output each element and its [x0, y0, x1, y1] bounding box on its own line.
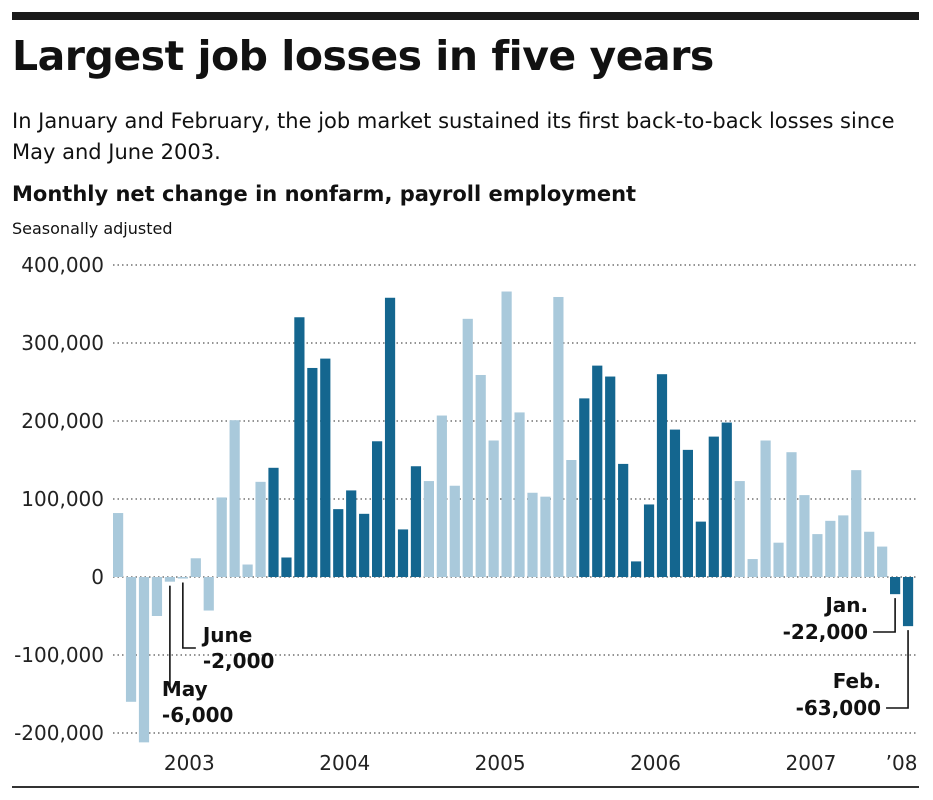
bar — [488, 440, 499, 577]
bar — [643, 504, 655, 577]
y-tick-label: 300,000 — [21, 331, 104, 355]
bar — [475, 374, 486, 577]
bar — [747, 559, 758, 577]
bar — [618, 463, 629, 577]
bar — [462, 318, 473, 577]
y-tick-label: 100,000 — [21, 487, 104, 511]
x-axis: 2003 2004 2005 2006 2007 ’08 — [164, 751, 918, 775]
bar — [812, 534, 823, 577]
bar — [346, 490, 357, 577]
bar — [307, 367, 318, 577]
bar — [410, 466, 422, 577]
page-subtitle: In January and February, the job market … — [12, 109, 895, 164]
may-label: May — [162, 677, 208, 701]
bar — [902, 577, 914, 627]
bar — [359, 513, 370, 577]
bar — [436, 415, 447, 577]
bar — [540, 496, 551, 577]
bar — [605, 376, 616, 577]
page-title: Largest job losses in five years — [12, 32, 714, 80]
bar — [553, 296, 564, 577]
y-tick-label: -200,000 — [14, 721, 104, 745]
bar — [268, 467, 279, 577]
bar — [501, 291, 512, 577]
y-tick-label: -100,000 — [14, 643, 104, 667]
bar — [631, 561, 642, 577]
bar — [423, 481, 434, 577]
feb-label: Feb. — [833, 669, 881, 693]
bar — [579, 398, 590, 577]
bar — [242, 564, 253, 577]
bar — [151, 577, 163, 616]
top-rule — [12, 12, 919, 20]
bar — [864, 531, 875, 577]
bar — [799, 495, 810, 577]
jan-label: Jan. — [823, 593, 868, 617]
bar — [592, 365, 603, 577]
bar — [514, 412, 525, 577]
bar — [372, 441, 383, 577]
may-value: -6,000 — [162, 703, 234, 727]
june-value: -2,000 — [203, 649, 275, 673]
bar — [877, 546, 888, 577]
bar — [255, 481, 266, 577]
y-tick-label: 400,000 — [21, 253, 104, 277]
bar — [656, 374, 668, 577]
x-year-label: 2004 — [319, 751, 370, 775]
bar — [527, 492, 538, 577]
bar — [734, 481, 745, 577]
annotations: June-2,000 May-6,000 Jan. -22,000 Feb. -63,00… — [162, 582, 909, 727]
bar — [721, 422, 732, 577]
bar — [190, 558, 201, 577]
bar — [695, 521, 706, 577]
x-year-label: ’08 — [886, 751, 918, 775]
bar — [113, 513, 124, 577]
bar — [786, 452, 797, 577]
x-year-label: 2003 — [164, 751, 215, 775]
bar — [825, 520, 836, 577]
gridlines — [113, 264, 918, 734]
bar — [773, 542, 784, 577]
bar — [669, 429, 681, 577]
bar — [760, 440, 771, 577]
bar — [164, 577, 175, 582]
bar — [397, 529, 409, 577]
bottom-rule — [12, 786, 919, 788]
bar — [281, 557, 292, 577]
bar — [203, 577, 214, 611]
jan-value: -22,000 — [783, 620, 868, 644]
bar — [838, 515, 849, 577]
bar — [320, 358, 331, 577]
y-tick-label: 200,000 — [21, 409, 104, 433]
bars — [113, 291, 914, 743]
bar — [294, 317, 305, 577]
y-tick-label: 0 — [91, 565, 104, 589]
bar — [138, 577, 150, 743]
bar — [890, 577, 901, 595]
bar — [851, 470, 862, 577]
x-year-label: 2006 — [630, 751, 681, 775]
chart-title: Monthly net change in nonfarm, payroll e… — [12, 182, 637, 206]
bar — [333, 509, 344, 577]
jan-leader — [873, 598, 896, 633]
chart-note: Seasonally adjusted — [12, 219, 173, 238]
bar — [384, 297, 396, 577]
june-leader — [182, 582, 196, 649]
bar — [449, 485, 460, 577]
bar — [125, 577, 137, 702]
x-year-label: 2007 — [785, 751, 836, 775]
y-axis: 400,000 300,000 200,000 100,000 0 -100,000 -20… — [14, 253, 104, 745]
bar — [566, 460, 577, 577]
june-label: June — [201, 623, 252, 647]
bar — [708, 436, 719, 577]
bar — [682, 449, 693, 577]
feb-value: -63,000 — [796, 696, 881, 720]
feb-leader — [886, 630, 909, 709]
bar — [216, 497, 227, 577]
bar — [177, 577, 188, 579]
x-year-label: 2005 — [475, 751, 526, 775]
bar — [229, 420, 240, 577]
